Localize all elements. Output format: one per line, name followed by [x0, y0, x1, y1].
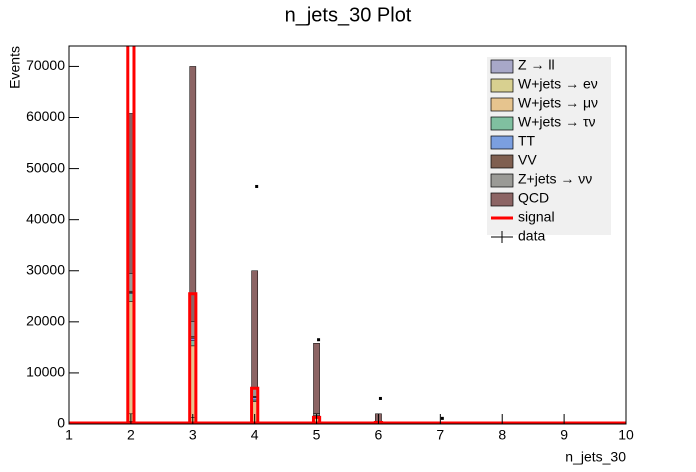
y-tick-label: 20000 [26, 313, 65, 329]
y-axis-label: Events [7, 46, 23, 89]
legend-label: Z → ll [518, 57, 555, 73]
legend-label: VV [518, 152, 537, 168]
y-tick-label: 10000 [26, 364, 65, 380]
data-point [255, 184, 259, 188]
x-tick-label: 5 [313, 427, 321, 443]
x-tick-label: 8 [498, 427, 506, 443]
data-point [378, 396, 382, 400]
y-tick-label: 70000 [26, 57, 65, 73]
x-tick-label: 10 [618, 427, 634, 443]
x-tick-label: 6 [375, 427, 383, 443]
data-point [440, 416, 444, 420]
legend-label: Z+jets → νν [518, 171, 592, 187]
y-tick-label: 40000 [26, 210, 65, 226]
legend-label: W+jets → eν [518, 76, 598, 92]
y-tick-label: 60000 [26, 108, 65, 124]
chart-title: n_jets_30 Plot [285, 4, 412, 26]
legend-label: signal [518, 209, 555, 225]
legend-swatch [490, 59, 514, 74]
x-tick-label: 7 [436, 427, 444, 443]
frame [68, 45, 627, 425]
y-tick-label: 50000 [26, 159, 65, 175]
x-tick-label: 3 [189, 427, 197, 443]
x-tick-label: 4 [251, 427, 259, 443]
y-tick-label: 0 [57, 415, 65, 431]
legend-label: W+jets → μν [518, 95, 598, 111]
signal-bar [250, 386, 260, 424]
signal-bar [188, 292, 198, 424]
legend-swatch [490, 173, 514, 188]
legend-swatch [490, 192, 514, 207]
legend-label: W+jets → τν [518, 114, 596, 130]
legend-swatch [490, 135, 514, 150]
bar-segment [313, 343, 320, 414]
legend-label: data [518, 228, 545, 244]
y-tick-label: 30000 [26, 261, 65, 277]
bar-segment [251, 270, 259, 390]
data-point [317, 338, 321, 342]
legend-swatch [490, 116, 514, 131]
legend-swatch [490, 97, 514, 112]
plot-area [69, 46, 626, 424]
x-axis-label: n_jets_30 [565, 449, 626, 465]
legend-swatch [490, 78, 514, 93]
legend-label: TT [518, 133, 536, 149]
legend: Z → ll W+jets → eν W+jets → μν W+jets → τν T… [487, 57, 611, 244]
x-tick-label: 9 [560, 427, 568, 443]
legend-label: QCD [518, 190, 549, 206]
bar-segment [189, 66, 197, 322]
x-tick-label: 1 [65, 427, 73, 443]
x-tick-label: 2 [127, 427, 135, 443]
legend-swatch [490, 154, 514, 169]
